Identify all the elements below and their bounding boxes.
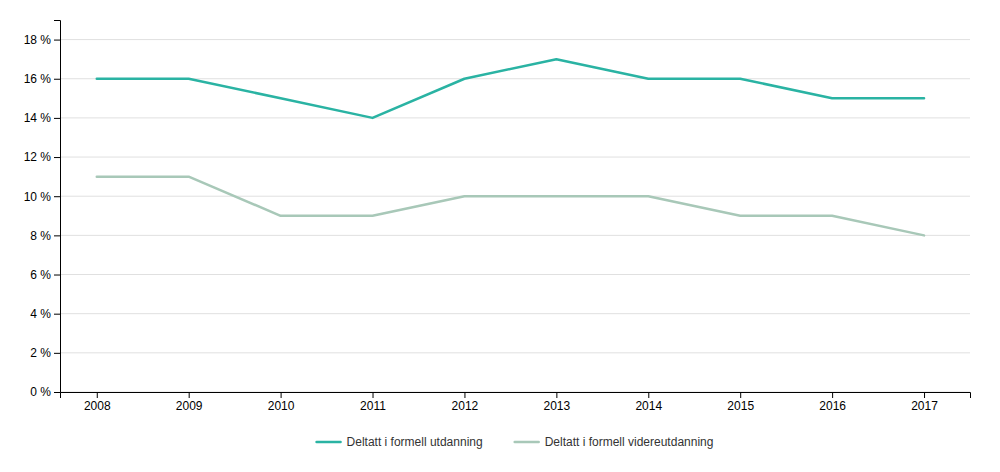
x-tick: 2009	[176, 392, 203, 413]
x-tick: 2013	[544, 392, 571, 413]
grid-line	[60, 313, 970, 314]
y-tick: 8 %	[30, 229, 60, 243]
x-tick-label: 2015	[727, 399, 754, 413]
x-tick: 2017	[911, 392, 938, 413]
y-tick-mark	[54, 353, 60, 354]
x-tick-label: 2014	[635, 399, 662, 413]
legend-label: Deltatt i formell utdanning	[347, 435, 483, 449]
lines	[97, 59, 924, 235]
x-tick-label: 2009	[176, 399, 203, 413]
y-tick-label: 6 %	[30, 268, 51, 282]
x-tick-mark	[740, 392, 741, 398]
y-tick: 0 %	[30, 385, 60, 399]
y-axis-line	[54, 21, 61, 393]
x-tick-label: 2010	[268, 399, 295, 413]
x-tick-mark	[832, 392, 833, 398]
grid	[60, 40, 970, 392]
grid-line	[60, 157, 970, 158]
y-tick-mark	[54, 40, 60, 41]
y-tick-mark	[54, 314, 60, 315]
y-tick-mark	[54, 118, 60, 119]
legend-item: Deltatt i formell videreutdanning	[515, 435, 714, 449]
x-tick: 2016	[819, 392, 846, 413]
y-tick-mark	[54, 235, 60, 236]
y-tick: 4 %	[30, 307, 60, 321]
y-tick-label: 10 %	[24, 190, 52, 204]
y-tick-mark	[54, 392, 60, 393]
y-tick-label: 18 %	[24, 33, 52, 47]
x-tick-label: 2008	[84, 399, 111, 413]
grid-line	[60, 117, 970, 118]
y-axis: 0 % 2 % 4 % 6 % 8 % 10 % 12 % 14 % 16 % 18 %	[24, 21, 61, 400]
y-tick: 6 %	[30, 268, 60, 282]
x-tick-mark	[189, 392, 190, 398]
y-tick: 12 %	[24, 150, 60, 164]
y-tick-mark	[54, 275, 60, 276]
x-tick-label: 2016	[819, 399, 846, 413]
y-tick: 16 %	[24, 72, 60, 86]
y-tick: 2 %	[30, 346, 60, 360]
x-tick: 2015	[727, 392, 754, 413]
x-tick-label: 2011	[360, 399, 386, 413]
x-tick-mark	[556, 392, 557, 398]
chart: 0 %2 %4 %6 %8 %10 %12 %14 %16 %18 %20082…	[0, 0, 1000, 472]
y-tick-mark	[54, 79, 60, 80]
y-tick-mark	[54, 157, 60, 158]
y-tick-label: 8 %	[30, 229, 51, 243]
x-tick-label: 2017	[911, 399, 938, 413]
series-line	[97, 177, 924, 236]
x-tick-mark	[281, 392, 282, 398]
y-tick-label: 4 %	[30, 307, 51, 321]
y-tick: 10 %	[24, 190, 60, 204]
x-tick-mark	[97, 392, 98, 398]
y-tick: 14 %	[24, 111, 60, 125]
x-axis: 2008 2009 2010 2011 2012 2013 2014 2015 2016 2017	[61, 392, 971, 413]
y-tick: 18 %	[24, 33, 60, 47]
x-tick: 2011	[360, 392, 386, 413]
y-tick-label: 16 %	[24, 72, 52, 86]
y-tick-label: 2 %	[30, 346, 51, 360]
y-tick-label: 0 %	[30, 385, 51, 399]
legend-swatch	[515, 441, 539, 444]
grid-line	[60, 352, 970, 353]
plot-area: 0 %2 %4 %6 %8 %10 %12 %14 %16 %18 %20082…	[24, 21, 971, 413]
legend-label: Deltatt i formell videreutdanning	[545, 435, 714, 449]
grid-line	[60, 274, 970, 275]
y-tick-label: 12 %	[24, 150, 52, 164]
legend-swatch	[317, 441, 341, 444]
series-line	[97, 59, 924, 118]
x-tick-mark	[648, 392, 649, 398]
legend: Deltatt i formell utdanning Deltatt i for…	[317, 435, 714, 449]
grid-line	[60, 39, 970, 40]
x-tick-mark	[464, 392, 465, 398]
x-tick-mark	[924, 392, 925, 398]
grid-line	[60, 78, 970, 79]
x-axis-line	[61, 393, 971, 399]
x-tick: 2008	[84, 392, 111, 413]
x-tick: 2014	[635, 392, 662, 413]
grid-line	[60, 235, 970, 236]
x-tick-label: 2013	[544, 399, 571, 413]
y-tick-mark	[54, 196, 60, 197]
x-tick-label: 2012	[452, 399, 479, 413]
legend-item: Deltatt i formell utdanning	[317, 435, 483, 449]
y-tick-label: 14 %	[24, 111, 52, 125]
x-tick: 2012	[452, 392, 479, 413]
x-tick: 2010	[268, 392, 295, 413]
x-tick-mark	[373, 392, 374, 398]
